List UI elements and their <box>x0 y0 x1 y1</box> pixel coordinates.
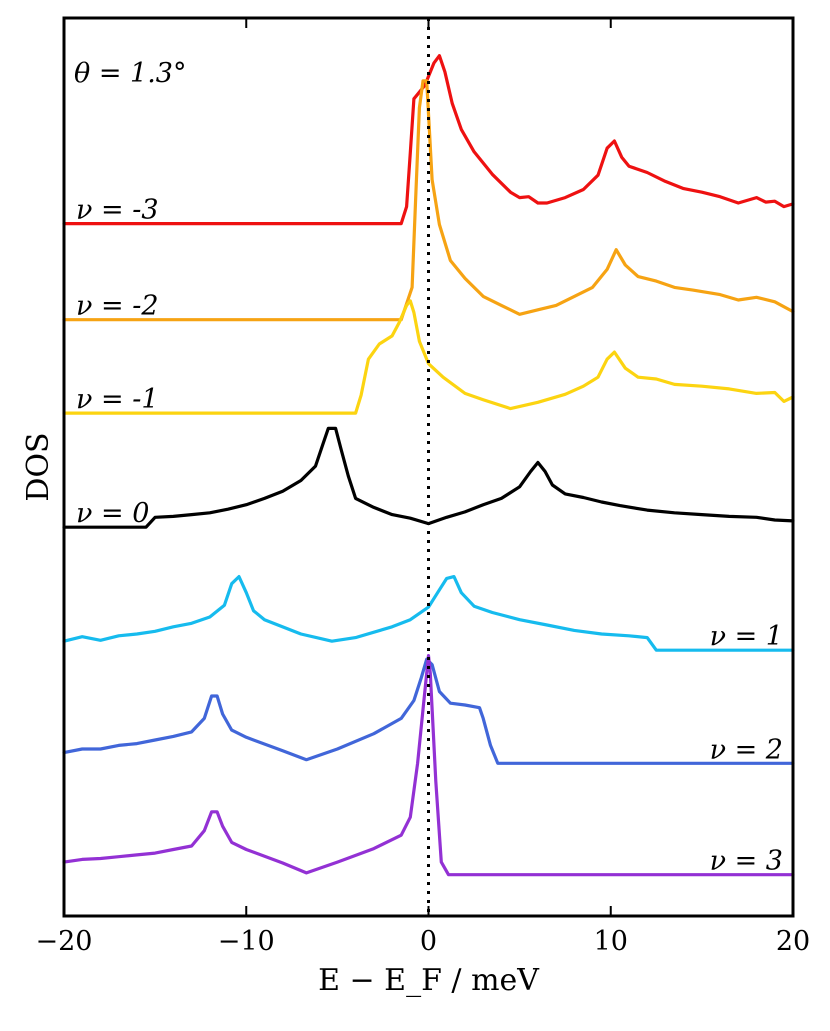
series-line-nu-0 <box>62 426 795 529</box>
series-label-nu-0: ν = 0 <box>76 498 149 529</box>
series-label-layer: ν = -3 ν = -2 ν = -1 ν = 0 ν = 1 ν = 2 ν = 3 <box>76 195 783 877</box>
series-label-nu-1: ν = 1 <box>710 621 783 652</box>
series-label-nu-1: ν = -1 <box>76 384 159 415</box>
x-axis-label: E − E_F / meV <box>318 963 540 998</box>
series-line-nu-3 <box>62 654 795 877</box>
twist-angle-annotation: θ = 1.3° <box>74 58 186 89</box>
plot-frame <box>62 16 795 918</box>
series-line-nu-1 <box>62 299 795 415</box>
x-tick-label: 20 <box>776 926 810 957</box>
series-line-nu-2 <box>62 79 795 322</box>
series-label-nu-3: ν = 3 <box>710 846 783 877</box>
x-tick-label: −20 <box>36 926 93 957</box>
x-tick-label: 0 <box>420 926 437 957</box>
series-label-nu-2: ν = -2 <box>76 291 159 322</box>
series-label-nu-3: ν = -3 <box>76 195 159 226</box>
x-tick-label: −10 <box>218 926 275 957</box>
series-line-nu-1 <box>62 575 795 652</box>
x-tick-label: 10 <box>594 926 628 957</box>
x-tick-layer: −20 −10 0 10 20 <box>36 18 810 957</box>
y-axis-label: DOS <box>21 432 56 501</box>
series-layer <box>62 54 795 877</box>
series-label-nu-2: ν = 2 <box>710 734 783 765</box>
series-line-nu-2 <box>62 657 795 765</box>
